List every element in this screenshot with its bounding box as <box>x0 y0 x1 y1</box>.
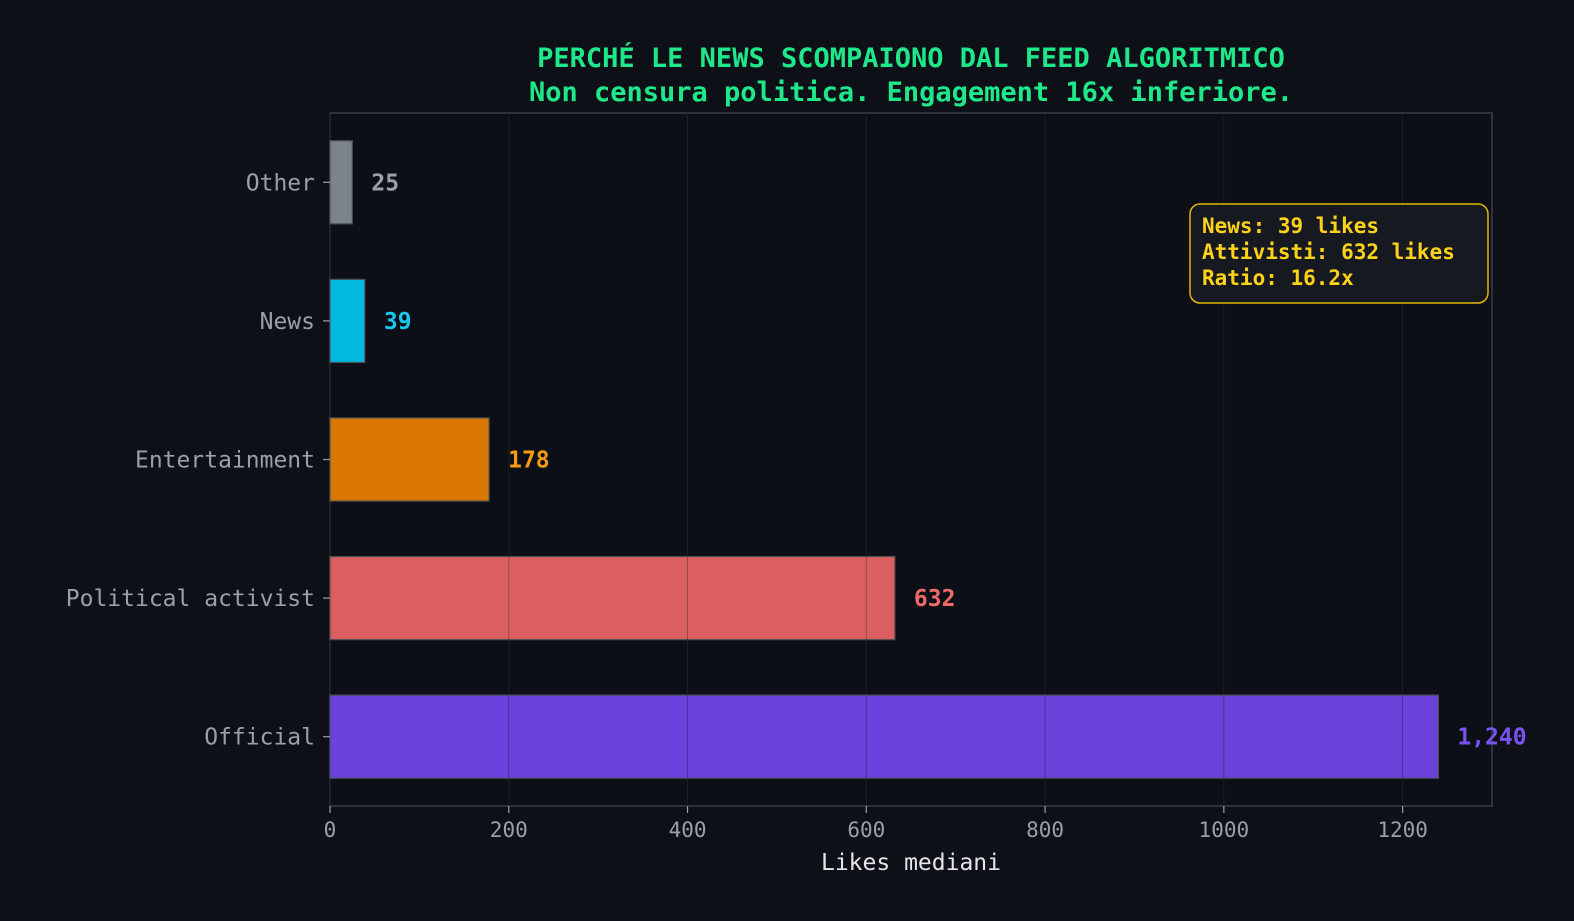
bar-overlay-gridlines <box>508 556 1404 779</box>
value-label: 178 <box>508 448 550 474</box>
bars <box>329 140 1439 779</box>
bar-political-activist <box>329 555 896 641</box>
x-tick-label: 1000 <box>1199 818 1250 842</box>
y-tick-label: Political activist <box>66 586 315 612</box>
x-tick-label: 800 <box>1026 818 1064 842</box>
y-tick-label: Official <box>204 725 315 751</box>
y-axis-ticks: Other News Entertainment Political activist… <box>66 170 330 751</box>
y-tick-label: Entertainment <box>135 448 315 474</box>
x-tick-label: 0 <box>324 818 337 842</box>
value-label: 1,240 <box>1457 725 1526 751</box>
annotation-line: Attivisti: 632 likes <box>1202 240 1455 264</box>
bar-other <box>329 140 353 225</box>
bar-news <box>329 278 366 364</box>
x-axis-ticks: 0 200 400 600 800 1000 1200 <box>324 806 1428 842</box>
value-label: 39 <box>384 309 412 335</box>
value-label: 632 <box>914 586 956 612</box>
value-labels: 25 39 178 632 1,240 <box>371 170 1526 750</box>
y-tick-label: Other <box>246 170 315 196</box>
chart-subtitle: Non censura politica. Engagement 16x inf… <box>529 77 1293 108</box>
value-label: 25 <box>371 170 399 196</box>
annotation-box: News: 39 likes Attivisti: 632 likes Rati… <box>1189 203 1489 304</box>
x-axis-label: Likes mediani <box>821 850 1001 876</box>
chart-title: PERCHÉ LE NEWS SCOMPAIONO DAL FEED ALGOR… <box>537 42 1285 74</box>
x-tick-label: 600 <box>847 818 885 842</box>
x-tick-label: 400 <box>669 818 707 842</box>
annotation-frame <box>1189 203 1489 304</box>
x-tick-label: 1200 <box>1377 818 1428 842</box>
annotation-line: News: 39 likes <box>1202 214 1379 238</box>
annotation-line: Ratio: 16.2x <box>1202 266 1354 290</box>
gridlines <box>329 113 1404 806</box>
bar-official <box>329 694 1439 779</box>
bar-entertainment <box>329 417 490 502</box>
y-tick-label: News <box>260 309 315 335</box>
x-tick-label: 200 <box>490 818 528 842</box>
